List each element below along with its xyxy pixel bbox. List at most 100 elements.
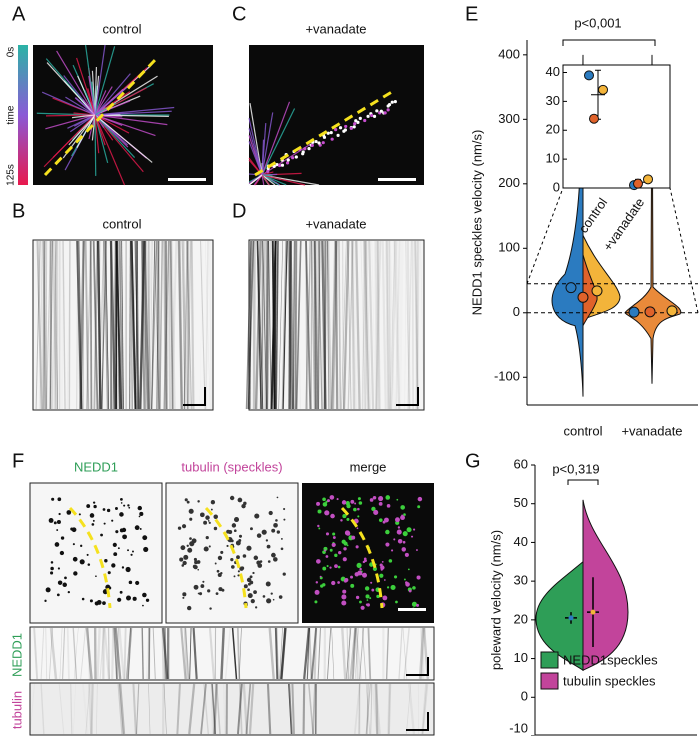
kymo-line: [188, 683, 196, 735]
spot: [226, 544, 229, 548]
spot: [57, 580, 63, 585]
spot: [228, 538, 233, 543]
spot: [209, 607, 212, 610]
spot: [247, 593, 253, 599]
kymo-line: [390, 240, 396, 410]
colorbar: [18, 45, 28, 185]
spot: [315, 581, 319, 584]
spot: [218, 587, 223, 592]
kymo-line: [238, 627, 242, 680]
speckle: [353, 122, 357, 126]
filament: [94, 114, 97, 176]
spot: [416, 575, 421, 580]
kymo-line: [280, 627, 287, 680]
kymo-line: [42, 240, 48, 410]
kymo-line: [326, 240, 330, 410]
kymo-line: [90, 683, 94, 735]
spot: [215, 592, 219, 596]
kymo-line: [142, 240, 149, 410]
kymo-line: [375, 683, 379, 735]
kymo-line: [165, 240, 168, 410]
kymo-line: [161, 627, 169, 680]
kymo-line: [341, 627, 347, 680]
kymo-line: [305, 240, 312, 410]
kymo-line: [310, 240, 316, 410]
spot: [216, 569, 220, 573]
spot: [128, 506, 131, 509]
kymo-line: [156, 240, 160, 410]
spot: [198, 592, 203, 596]
kymo-line: [355, 627, 359, 680]
kymo-line: [103, 627, 110, 680]
kymo-line: [114, 627, 119, 680]
spot: [331, 542, 336, 548]
kymo-line: [321, 240, 327, 410]
kymo-line: [334, 240, 339, 410]
filament: [249, 103, 263, 176]
spot: [282, 572, 286, 576]
spot: [390, 584, 396, 590]
kymo-line: [70, 683, 73, 735]
spot: [324, 510, 330, 516]
spot: [57, 497, 62, 502]
kymo-line: [87, 683, 93, 735]
spot: [380, 565, 385, 570]
speckle: [363, 118, 367, 123]
kymo-line: [205, 240, 209, 410]
spot: [322, 566, 327, 571]
kymo-line: [62, 240, 66, 410]
kymo-line: [302, 683, 306, 735]
spot: [177, 526, 182, 530]
median-point: [633, 178, 643, 189]
spot: [50, 571, 54, 575]
spot: [138, 515, 141, 518]
spot: [44, 599, 47, 602]
kymo-line: [420, 627, 426, 680]
spot: [142, 535, 148, 541]
kymo-line: [407, 240, 413, 410]
spot: [145, 598, 150, 602]
spot: [359, 600, 362, 604]
kymo-line: [141, 627, 144, 680]
significance-bracket: [567, 479, 599, 485]
speckle: [330, 137, 334, 141]
kymo-line: [310, 627, 318, 680]
spot: [371, 506, 376, 512]
panel-label: B: [12, 200, 25, 222]
filament: [43, 114, 96, 168]
speckle: [266, 169, 270, 174]
spot: [230, 558, 234, 562]
spot: [187, 605, 192, 611]
spot: [137, 505, 142, 511]
spot: [253, 555, 259, 561]
kymo-line: [341, 240, 347, 410]
kymo-line: [294, 240, 298, 410]
spot: [87, 563, 91, 566]
y-tick-label: 0: [513, 304, 520, 319]
kymo-line: [364, 240, 368, 410]
spot: [400, 515, 405, 521]
kymo-line: [278, 240, 283, 410]
spot: [143, 546, 149, 553]
spot: [364, 559, 367, 563]
speckle: [372, 114, 377, 118]
kymo-line: [116, 627, 120, 680]
kymo-line: [184, 627, 190, 680]
spot: [78, 513, 81, 516]
kymograph: [248, 239, 425, 411]
spot: [345, 531, 351, 536]
colorbar-label: 125s: [6, 164, 17, 186]
speckle: [352, 125, 356, 129]
spot: [417, 496, 423, 502]
spot: [283, 507, 286, 511]
spot: [231, 523, 237, 528]
speckle: [317, 141, 321, 145]
kymo-line: [39, 240, 45, 410]
annotation: p<0,001: [574, 15, 621, 30]
speckle: [338, 126, 343, 130]
filament: [76, 57, 96, 116]
kymo-line: [381, 240, 387, 410]
axis-trace: [254, 88, 396, 177]
image-content: [33, 44, 429, 735]
